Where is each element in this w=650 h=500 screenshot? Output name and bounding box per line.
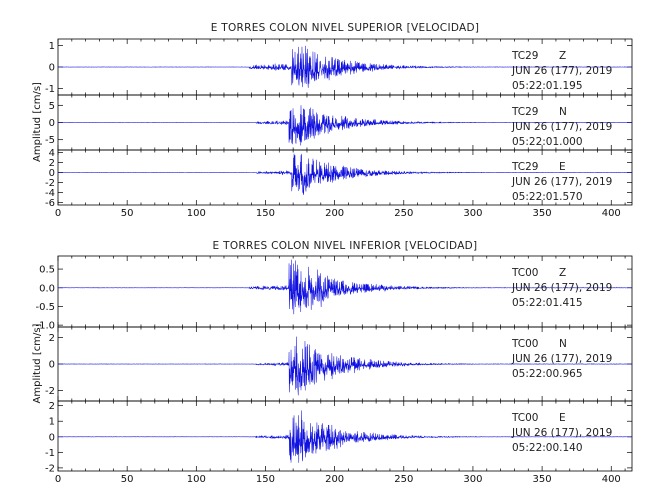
time-label: 05:22:01.415 <box>512 297 583 309</box>
y-tick-label: 0.0 <box>39 283 55 294</box>
y-tick-label: -2 <box>45 178 55 189</box>
waveform-trace <box>57 259 632 315</box>
x-tick-label: 50 <box>121 474 134 485</box>
x-tick-label: 200 <box>325 208 344 219</box>
date-label: JUN 26 (177), 2019 <box>511 427 612 439</box>
y-tick-label: 0 <box>49 168 55 179</box>
y-tick-label: -1 <box>45 84 55 95</box>
station-label: TC29 <box>511 50 539 62</box>
y-tick-label: 1 <box>49 41 55 52</box>
time-label: 05:22:01.000 <box>512 136 583 148</box>
y-tick-label: 1 <box>49 417 55 428</box>
x-tick-label: 350 <box>533 208 552 219</box>
station-label: TC00 <box>511 412 539 424</box>
x-tick-label: 300 <box>463 474 482 485</box>
x-tick-label: 0 <box>55 208 61 219</box>
component-label: E <box>559 161 566 173</box>
y-axis-label: Amplitud [cm/s] <box>32 82 43 162</box>
waveform-trace <box>57 410 633 463</box>
y-tick-label: 4 <box>49 148 55 159</box>
time-label: 05:22:01.195 <box>512 80 583 92</box>
chart-title: E TORRES COLON NIVEL INFERIOR [VELOCIDAD… <box>213 240 478 252</box>
time-label: 05:22:00.965 <box>512 368 583 380</box>
station-label: TC29 <box>511 106 539 118</box>
x-tick-label: 250 <box>394 474 413 485</box>
y-tick-label: -1.0 <box>35 321 55 332</box>
component-label: N <box>559 106 567 118</box>
date-label: JUN 26 (177), 2019 <box>511 121 612 133</box>
station-label: TC00 <box>511 267 539 279</box>
x-tick-label: 400 <box>602 208 621 219</box>
x-tick-label: 150 <box>256 474 275 485</box>
component-label: Z <box>559 50 566 62</box>
x-tick-label: 400 <box>602 474 621 485</box>
date-label: JUN 26 (177), 2019 <box>511 176 612 188</box>
x-tick-label: 150 <box>256 208 275 219</box>
y-tick-label: -1 <box>45 448 55 459</box>
x-tick-label: 0 <box>55 474 61 485</box>
x-tick-label: 250 <box>394 208 413 219</box>
y-tick-label: 2 <box>49 158 55 169</box>
y-tick-label: -0.5 <box>35 302 55 313</box>
station-label: TC00 <box>511 338 539 350</box>
date-label: JUN 26 (177), 2019 <box>511 282 612 294</box>
y-tick-label: -6 <box>45 198 55 209</box>
y-axis-label: Amplitud [cm/s] <box>32 323 43 403</box>
chart-title: E TORRES COLON NIVEL SUPERIOR [VELOCIDAD… <box>211 22 480 34</box>
component-label: Z <box>559 267 566 279</box>
station-label: TC29 <box>511 161 539 173</box>
y-tick-label: -4 <box>45 188 55 199</box>
y-tick-label: 5 <box>49 101 55 112</box>
x-tick-label: 200 <box>325 474 344 485</box>
y-tick-label: -2 <box>45 463 55 474</box>
waveform-trace <box>57 45 633 88</box>
component-label: N <box>559 338 567 350</box>
x-tick-label: 100 <box>187 208 206 219</box>
waveform-trace <box>57 153 632 195</box>
waveform-trace <box>57 105 632 146</box>
y-tick-label: 0.5 <box>39 265 55 276</box>
waveform-trace <box>57 336 632 396</box>
y-tick-label: 0 <box>49 63 55 74</box>
x-tick-label: 50 <box>121 208 134 219</box>
date-label: JUN 26 (177), 2019 <box>511 65 612 77</box>
y-tick-label: 0 <box>49 432 55 443</box>
date-label: JUN 26 (177), 2019 <box>511 353 612 365</box>
y-tick-label: -5 <box>45 135 55 146</box>
y-tick-label: 2 <box>49 401 55 412</box>
x-tick-label: 350 <box>533 474 552 485</box>
y-tick-label: 0 <box>49 360 55 371</box>
component-label: E <box>559 412 566 424</box>
time-label: 05:22:01.570 <box>512 191 583 203</box>
panel-frame <box>57 400 633 472</box>
y-tick-label: 0 <box>49 118 55 129</box>
x-tick-label: 300 <box>463 208 482 219</box>
x-tick-label: 100 <box>187 474 206 485</box>
y-tick-label: -2 <box>45 386 55 397</box>
panel-frame <box>57 149 633 206</box>
y-tick-label: 2 <box>49 333 55 344</box>
time-label: 05:22:00.140 <box>512 442 583 454</box>
